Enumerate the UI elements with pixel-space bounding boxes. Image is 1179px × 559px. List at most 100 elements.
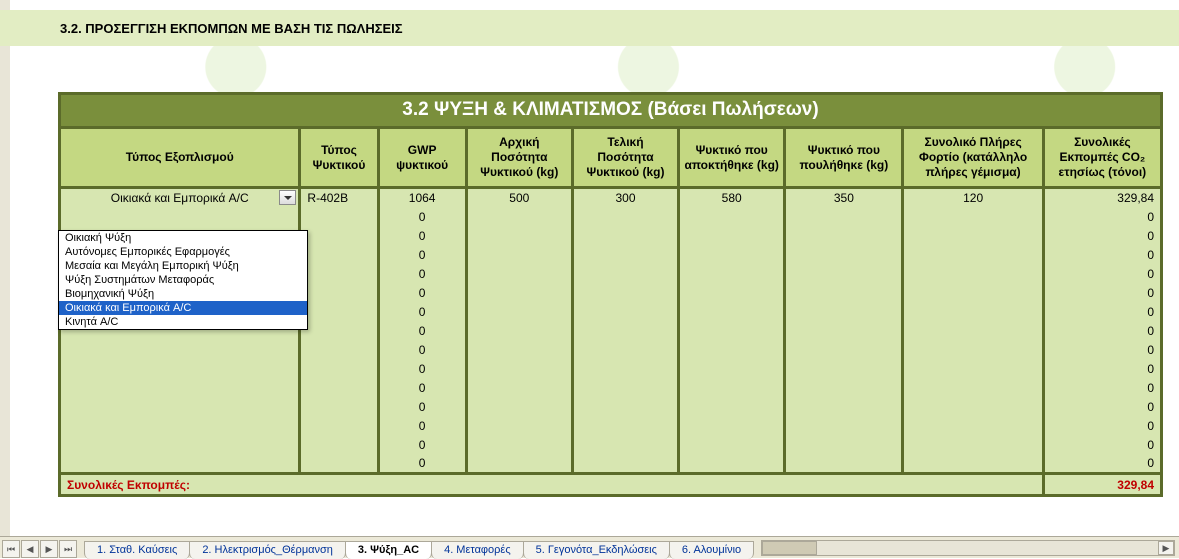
cell-sold[interactable] — [785, 340, 903, 359]
cell-initial_qty[interactable] — [466, 302, 572, 321]
cell-final_qty[interactable] — [572, 397, 678, 416]
cell-acquired[interactable] — [679, 302, 785, 321]
cell-initial_qty[interactable]: 500 — [466, 188, 572, 208]
cell-final_qty[interactable] — [572, 435, 678, 454]
cell-sold[interactable] — [785, 416, 903, 435]
cell-initial_qty[interactable] — [466, 207, 572, 226]
cell-acquired[interactable]: 580 — [679, 188, 785, 208]
cell-full_load[interactable] — [903, 321, 1043, 340]
cell-refrigerant_type[interactable] — [300, 245, 378, 264]
cell-refrigerant_type[interactable] — [300, 435, 378, 454]
cell-sold[interactable] — [785, 397, 903, 416]
cell-equipment[interactable] — [60, 378, 300, 397]
equipment-dropdown-list[interactable]: Οικιακή ΨύξηΑυτόνομες Εμπορικές Εφαρμογέ… — [58, 230, 308, 330]
cell-refrigerant_type[interactable]: R-402B — [300, 188, 378, 208]
sheet-tab[interactable]: 1. Σταθ. Καύσεις — [84, 541, 190, 559]
cell-final_qty[interactable]: 300 — [572, 188, 678, 208]
cell-initial_qty[interactable] — [466, 359, 572, 378]
cell-equipment[interactable] — [60, 397, 300, 416]
cell-full_load[interactable] — [903, 454, 1043, 474]
cell-acquired[interactable] — [679, 454, 785, 474]
cell-refrigerant_type[interactable] — [300, 283, 378, 302]
cell-final_qty[interactable] — [572, 340, 678, 359]
dropdown-option[interactable]: Βιομηχανική Ψύξη — [59, 287, 307, 301]
cell-final_qty[interactable] — [572, 264, 678, 283]
cell-sold[interactable] — [785, 283, 903, 302]
cell-full_load[interactable] — [903, 245, 1043, 264]
cell-refrigerant_type[interactable] — [300, 416, 378, 435]
cell-full_load[interactable]: 120 — [903, 188, 1043, 208]
cell-refrigerant_type[interactable] — [300, 226, 378, 245]
cell-initial_qty[interactable] — [466, 397, 572, 416]
cell-full_load[interactable] — [903, 359, 1043, 378]
scroll-thumb[interactable] — [762, 541, 817, 555]
cell-sold[interactable] — [785, 207, 903, 226]
cell-initial_qty[interactable] — [466, 378, 572, 397]
cell-sold[interactable] — [785, 302, 903, 321]
cell-initial_qty[interactable] — [466, 435, 572, 454]
cell-sold[interactable] — [785, 264, 903, 283]
cell-equipment[interactable] — [60, 416, 300, 435]
cell-full_load[interactable] — [903, 226, 1043, 245]
sheet-tab[interactable]: 6. Αλουμίνιο — [669, 541, 754, 559]
cell-refrigerant_type[interactable] — [300, 397, 378, 416]
cell-initial_qty[interactable] — [466, 283, 572, 302]
cell-refrigerant_type[interactable] — [300, 264, 378, 283]
cell-full_load[interactable] — [903, 283, 1043, 302]
cell-sold[interactable] — [785, 378, 903, 397]
tab-nav-prev[interactable]: ◀ — [21, 540, 39, 558]
cell-acquired[interactable] — [679, 226, 785, 245]
cell-final_qty[interactable] — [572, 207, 678, 226]
cell-final_qty[interactable] — [572, 283, 678, 302]
cell-full_load[interactable] — [903, 340, 1043, 359]
cell-equipment[interactable] — [60, 454, 300, 474]
sheet-tab[interactable]: 2. Ηλεκτρισμός_Θέρμανση — [189, 541, 346, 559]
cell-full_load[interactable] — [903, 435, 1043, 454]
cell-full_load[interactable] — [903, 302, 1043, 321]
cell-acquired[interactable] — [679, 378, 785, 397]
cell-full_load[interactable] — [903, 378, 1043, 397]
dropdown-option[interactable]: Ψύξη Συστημάτων Μεταφοράς — [59, 273, 307, 287]
cell-full_load[interactable] — [903, 397, 1043, 416]
cell-refrigerant_type[interactable] — [300, 207, 378, 226]
cell-refrigerant_type[interactable] — [300, 340, 378, 359]
cell-final_qty[interactable] — [572, 378, 678, 397]
cell-full_load[interactable] — [903, 264, 1043, 283]
dropdown-option[interactable]: Μεσαία και Μεγάλη Εμπορική Ψύξη — [59, 259, 307, 273]
sheet-tab[interactable]: 3. Ψύξη_AC — [345, 541, 432, 559]
horizontal-scrollbar[interactable]: ◀ ▶ — [761, 540, 1175, 556]
cell-acquired[interactable] — [679, 264, 785, 283]
cell-refrigerant_type[interactable] — [300, 321, 378, 340]
cell-sold[interactable] — [785, 435, 903, 454]
cell-equipment[interactable]: Οικιακά και Εμπορικά A/C — [60, 188, 300, 208]
dropdown-option[interactable]: Κινητά A/C — [59, 315, 307, 329]
cell-initial_qty[interactable] — [466, 321, 572, 340]
tab-nav-next[interactable]: ▶ — [40, 540, 58, 558]
dropdown-option[interactable]: Οικιακά και Εμπορικά A/C — [59, 301, 307, 315]
cell-refrigerant_type[interactable] — [300, 359, 378, 378]
scroll-right[interactable]: ▶ — [1158, 541, 1174, 555]
cell-refrigerant_type[interactable] — [300, 378, 378, 397]
cell-final_qty[interactable] — [572, 321, 678, 340]
dropdown-option[interactable]: Αυτόνομες Εμπορικές Εφαρμογές — [59, 245, 307, 259]
cell-acquired[interactable] — [679, 435, 785, 454]
cell-final_qty[interactable] — [572, 416, 678, 435]
cell-initial_qty[interactable] — [466, 264, 572, 283]
cell-equipment[interactable] — [60, 435, 300, 454]
cell-full_load[interactable] — [903, 416, 1043, 435]
cell-equipment[interactable] — [60, 207, 300, 226]
cell-initial_qty[interactable] — [466, 245, 572, 264]
cell-acquired[interactable] — [679, 397, 785, 416]
cell-acquired[interactable] — [679, 283, 785, 302]
cell-sold[interactable] — [785, 321, 903, 340]
cell-initial_qty[interactable] — [466, 226, 572, 245]
cell-acquired[interactable] — [679, 207, 785, 226]
cell-full_load[interactable] — [903, 207, 1043, 226]
cell-final_qty[interactable] — [572, 245, 678, 264]
tab-nav-first[interactable]: ⏮ — [2, 540, 20, 558]
sheet-tab[interactable]: 4. Μεταφορές — [431, 541, 524, 559]
cell-final_qty[interactable] — [572, 226, 678, 245]
equipment-dropdown-button[interactable] — [279, 190, 296, 205]
cell-sold[interactable]: 350 — [785, 188, 903, 208]
cell-sold[interactable] — [785, 245, 903, 264]
